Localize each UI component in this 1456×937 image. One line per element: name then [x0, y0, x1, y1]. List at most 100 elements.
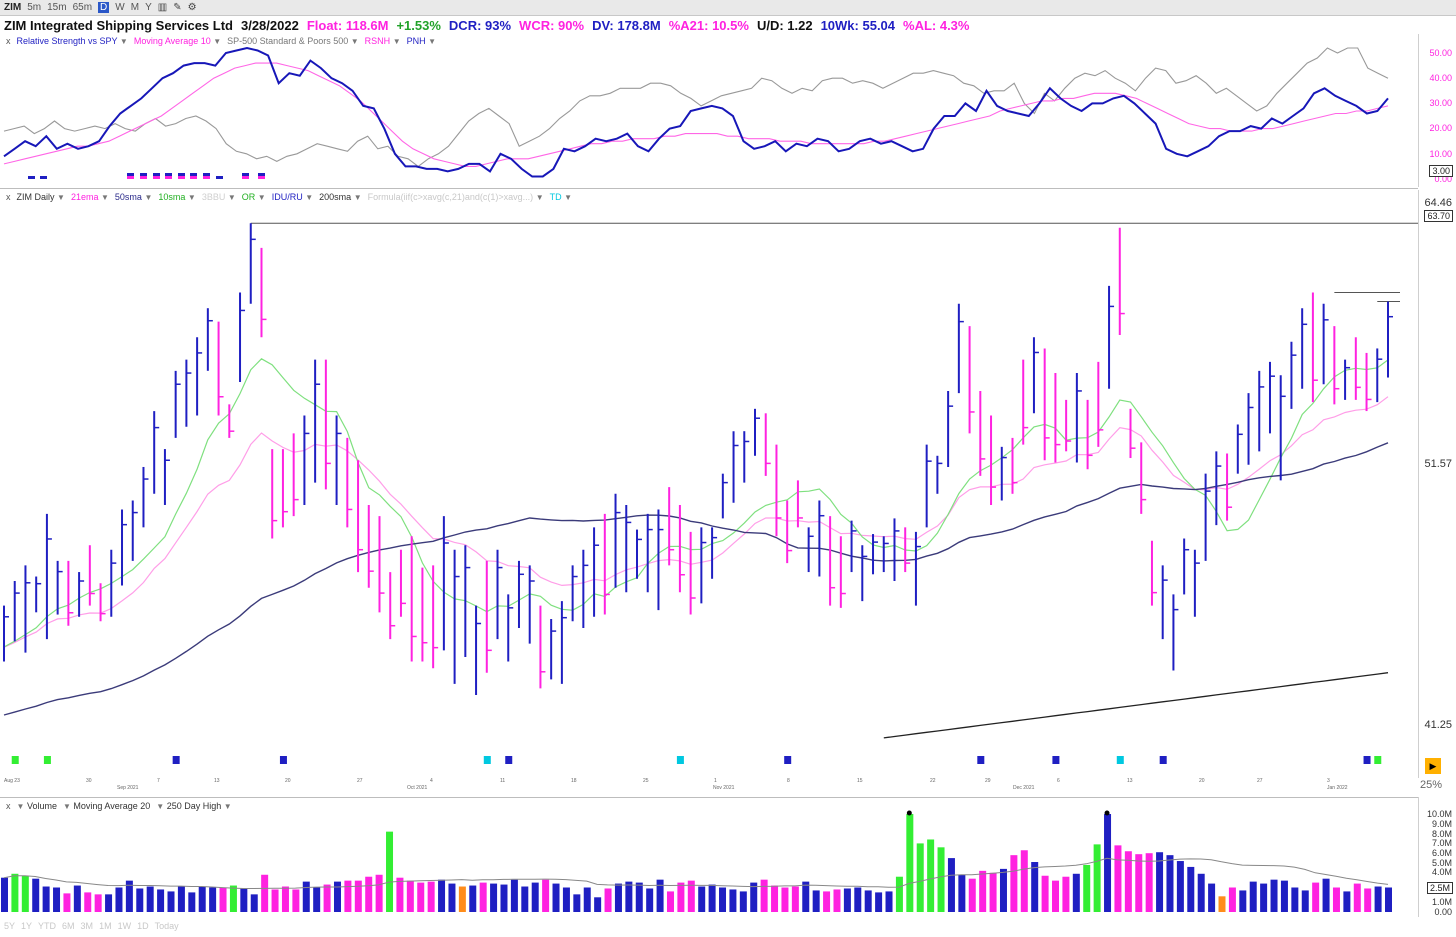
date-axis: Aug 23 30 Sep 2021 7 13 20 27 Oct 2021 4 11 18 25 No… — [0, 776, 1418, 792]
volume-bar — [333, 881, 341, 912]
period-3m[interactable]: 3M — [80, 921, 94, 931]
date-label: 3 — [1327, 778, 1330, 784]
period-1d[interactable]: 1D — [137, 921, 149, 931]
symbol-box[interactable]: ZIM — [4, 2, 22, 13]
period-1w[interactable]: 1W — [117, 921, 132, 931]
price-legend-idu[interactable]: IDU/RU ▼ — [271, 192, 314, 202]
price-legend-td[interactable]: TD ▼ — [549, 192, 573, 202]
date-label: 18 — [571, 778, 577, 784]
tf-monthly[interactable]: M — [130, 2, 140, 13]
volume-bar — [781, 887, 789, 912]
price-legend-200sma[interactable]: 200sma ▼ — [319, 192, 362, 202]
rs-legend-item-pnh[interactable]: PNH ▼ — [406, 36, 437, 46]
volume-bar — [771, 885, 779, 912]
price-close-icon[interactable]: x — [6, 192, 11, 202]
rs-close-icon[interactable]: x — [6, 36, 11, 46]
volume-bar — [500, 884, 508, 912]
tf-weekly[interactable]: W — [115, 2, 125, 13]
volume-legend-ma[interactable]: ▼ Moving Average 20 — [62, 801, 151, 811]
rs-legend-item-ma[interactable]: Moving Average 10 ▼ — [133, 36, 222, 46]
volume-bar — [854, 887, 862, 912]
date-label: 13 — [214, 778, 220, 784]
play-icon[interactable]: ▶ — [1425, 758, 1441, 774]
vol-axis-tick: 0.00 — [1434, 907, 1452, 917]
volume-bar — [1208, 883, 1216, 912]
volume-bar — [21, 875, 29, 912]
volume-bar — [1228, 887, 1236, 912]
volume-bar — [261, 874, 269, 912]
draw-tool-icon[interactable]: ✎ — [173, 2, 182, 13]
al-stat: %AL: 4.3% — [903, 17, 970, 33]
price-axis-mid: 51.57 — [1424, 458, 1452, 470]
tf-yearly[interactable]: Y — [145, 2, 152, 13]
volume-bar — [1353, 883, 1361, 912]
price-legend-21ema[interactable]: 21ema ▼ — [70, 192, 109, 202]
settings-icon[interactable]: ⚙ — [187, 2, 197, 13]
tf-65m[interactable]: 65m — [72, 2, 93, 13]
dv-stat: DV: 178.8M — [592, 17, 661, 33]
period-today[interactable]: Today — [154, 921, 179, 931]
volume-bar — [1176, 861, 1184, 912]
volume-bar — [895, 876, 903, 912]
period-selector: 5Y 1Y YTD 6M 3M 1M 1W 1D Today — [4, 921, 179, 931]
period-1m[interactable]: 1M — [99, 921, 112, 931]
volume-bar — [927, 839, 935, 912]
volume-bar — [115, 887, 123, 912]
volume-high-marker — [906, 810, 912, 816]
volume-bar — [719, 887, 727, 912]
rs-marker — [242, 173, 249, 176]
volume-bar — [843, 888, 851, 912]
volume-bar — [760, 879, 768, 912]
volume-close-icon[interactable]: x — [6, 801, 11, 811]
volume-bar — [1270, 879, 1278, 912]
period-1y[interactable]: 1Y — [21, 921, 33, 931]
tf-15m[interactable]: 15m — [47, 2, 67, 13]
price-pane — [3, 222, 1418, 764]
volume-bar — [229, 885, 237, 912]
volume-legend-volume[interactable]: ▼ Volume — [16, 801, 57, 811]
volume-bar — [614, 883, 622, 912]
signal-marker — [483, 756, 491, 764]
price-legend-symbol[interactable]: ZIM Daily ▼ — [16, 192, 65, 202]
volume-bar — [157, 889, 165, 912]
rs-axis: 50.00 40.00 30.00 20.00 10.00 0.00 3.00 — [1418, 34, 1456, 187]
tf-5m[interactable]: 5m — [27, 2, 42, 13]
volume-high-marker — [1104, 810, 1110, 816]
price-legend-or[interactable]: OR ▼ — [241, 192, 266, 202]
ud-stat: U/D: 1.22 — [756, 17, 813, 33]
volume-bar — [188, 892, 196, 912]
vol-axis-tick: 1.0M — [1431, 897, 1452, 907]
price-legend-3bbu[interactable]: 3BBU ▼ — [201, 192, 236, 202]
period-ytd[interactable]: YTD — [38, 921, 57, 931]
volume-bar — [396, 877, 404, 912]
price-legend-formula[interactable]: Formula(iif(c>xavg(c,21)and(c(1)>xavg...… — [367, 192, 544, 202]
volume-bar — [1072, 873, 1080, 912]
volume-legend: x ▼ Volume ▼ Moving Average 20 ▼ 250 Day… — [0, 799, 232, 813]
rs-legend-item-rs[interactable]: Relative Strength vs SPY ▼ — [16, 36, 128, 46]
price-legend-50sma[interactable]: 50sma ▼ — [114, 192, 153, 202]
volume-bar — [281, 886, 289, 912]
volume-bar — [94, 894, 102, 912]
relative-strength-line — [3, 46, 1389, 178]
rs-marker — [203, 173, 210, 176]
volume-bar — [1114, 845, 1122, 912]
price-legend-10sma[interactable]: 10sma ▼ — [158, 192, 196, 202]
volume-bar — [438, 879, 446, 912]
volume-bar — [1312, 882, 1320, 912]
signal-marker — [1159, 756, 1167, 764]
volume-bar — [698, 886, 706, 912]
period-6m[interactable]: 6M — [62, 921, 75, 931]
volume-bar — [406, 880, 414, 912]
volume-legend-high[interactable]: ▼ 250 Day High ▼ — [156, 801, 232, 811]
volume-bar — [937, 847, 945, 912]
rs-legend-item-rsnh[interactable]: RSNH ▼ — [364, 36, 401, 46]
period-5y[interactable]: 5Y — [4, 921, 16, 931]
volume-bar — [750, 882, 758, 912]
chart-style-icon[interactable]: ▥ — [157, 2, 168, 13]
volume-bar — [916, 843, 924, 912]
price-axis: 64.46 63.70 51.57 41.25 — [1418, 190, 1456, 778]
tf-daily[interactable]: D — [98, 2, 110, 13]
change-stat: +1.53% — [396, 17, 441, 33]
pane-divider — [0, 797, 1418, 798]
rs-legend-item-sp500[interactable]: SP-500 Standard & Poors 500 ▼ — [227, 36, 359, 46]
